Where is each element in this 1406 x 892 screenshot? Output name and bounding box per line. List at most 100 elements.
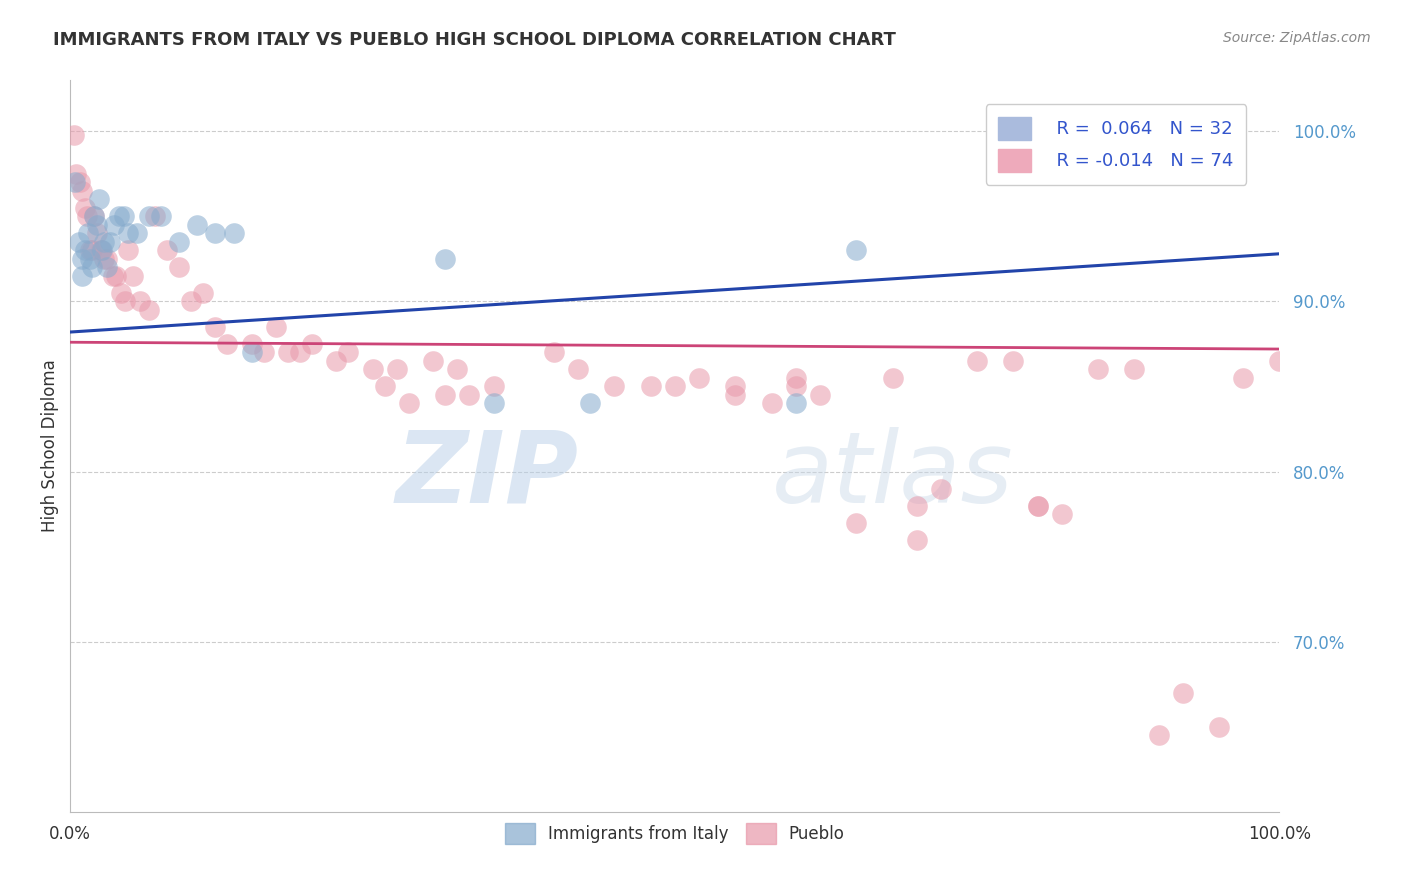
Point: [204, 227, 226, 241]
Point: [72, 252, 94, 266]
Point: [1171, 686, 1194, 700]
Point: [193, 285, 215, 300]
Point: [103, 218, 125, 232]
Point: [167, 235, 190, 249]
Point: [80, 244, 103, 258]
Point: [79, 244, 101, 258]
Point: [1087, 362, 1109, 376]
Point: [374, 379, 396, 393]
Point: [73, 201, 96, 215]
Point: [664, 379, 686, 393]
Point: [80, 260, 103, 275]
Point: [361, 362, 384, 376]
Point: [77, 227, 100, 241]
Y-axis label: High School Diploma: High School Diploma: [41, 359, 59, 533]
Point: [1050, 507, 1073, 521]
Point: [905, 499, 928, 513]
Point: [112, 210, 135, 224]
Point: [640, 379, 662, 393]
Point: [579, 396, 602, 410]
Point: [83, 210, 105, 224]
Point: [905, 533, 928, 547]
Point: [73, 244, 96, 258]
Point: [1208, 720, 1230, 734]
Point: [89, 192, 111, 206]
Point: [86, 227, 108, 241]
Point: [845, 516, 868, 530]
Point: [761, 396, 783, 410]
Text: atlas: atlas: [772, 426, 1014, 524]
Point: [122, 268, 145, 283]
Point: [1123, 362, 1146, 376]
Point: [217, 337, 239, 351]
Point: [1232, 371, 1254, 385]
Point: [301, 337, 323, 351]
Point: [93, 252, 115, 266]
Text: ZIP: ZIP: [395, 426, 578, 524]
Point: [253, 345, 276, 359]
Point: [93, 235, 115, 249]
Point: [63, 175, 86, 189]
Legend: Immigrants from Italy, Pueblo: Immigrants from Italy, Pueblo: [498, 816, 852, 851]
Point: [101, 268, 124, 283]
Point: [150, 210, 172, 224]
Point: [434, 252, 457, 266]
Text: Source: ZipAtlas.com: Source: ZipAtlas.com: [1223, 31, 1371, 45]
Point: [86, 218, 108, 232]
Point: [110, 285, 132, 300]
Point: [222, 227, 245, 241]
Point: [63, 128, 86, 142]
Point: [785, 379, 807, 393]
Point: [105, 268, 128, 283]
Point: [398, 396, 420, 410]
Point: [98, 235, 121, 249]
Point: [288, 345, 311, 359]
Point: [1002, 354, 1025, 368]
Point: [240, 345, 263, 359]
Point: [138, 302, 160, 317]
Point: [966, 354, 988, 368]
Point: [385, 362, 408, 376]
Point: [107, 210, 129, 224]
Point: [65, 167, 87, 181]
Point: [458, 388, 481, 402]
Point: [96, 252, 118, 266]
Point: [114, 294, 136, 309]
Point: [240, 337, 263, 351]
Point: [117, 227, 139, 241]
Point: [72, 268, 94, 283]
Point: [277, 345, 299, 359]
Point: [129, 294, 152, 309]
Point: [156, 244, 179, 258]
Point: [482, 396, 505, 410]
Point: [482, 379, 505, 393]
Point: [69, 175, 91, 189]
Point: [125, 227, 148, 241]
Point: [90, 244, 112, 258]
Point: [1026, 499, 1049, 513]
Point: [785, 396, 807, 410]
Point: [724, 388, 747, 402]
Point: [567, 362, 589, 376]
Point: [446, 362, 468, 376]
Point: [337, 345, 360, 359]
Point: [845, 244, 868, 258]
Point: [543, 345, 565, 359]
Point: [929, 482, 952, 496]
Point: [138, 210, 160, 224]
Point: [1147, 728, 1170, 742]
Point: [67, 235, 90, 249]
Point: [204, 320, 226, 334]
Point: [180, 294, 202, 309]
Point: [325, 354, 347, 368]
Point: [72, 184, 94, 198]
Point: [434, 388, 457, 402]
Point: [186, 218, 208, 232]
Point: [167, 260, 190, 275]
Point: [1026, 499, 1049, 513]
Point: [264, 320, 287, 334]
Point: [603, 379, 626, 393]
Point: [117, 244, 139, 258]
Point: [882, 371, 904, 385]
Point: [808, 388, 831, 402]
